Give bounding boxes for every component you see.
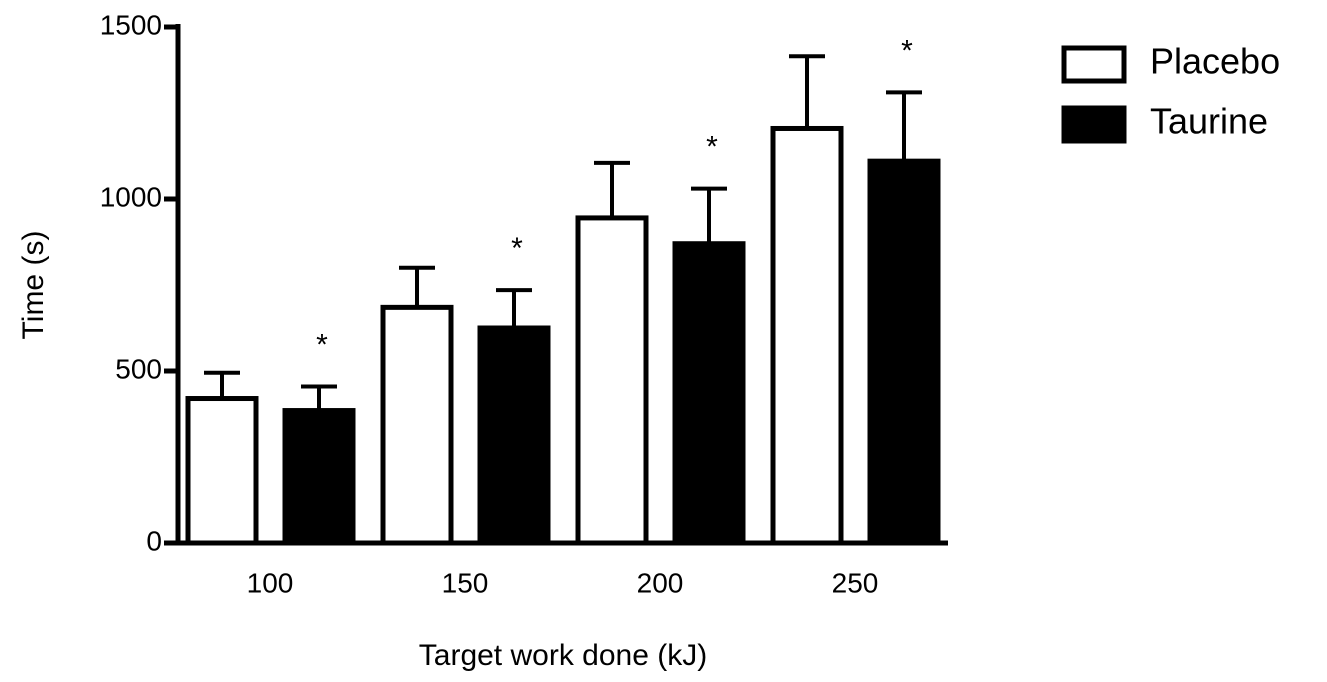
y-tick-label: 1000 bbox=[100, 181, 162, 212]
y-tick-label: 1500 bbox=[100, 9, 162, 40]
x-axis-label: Target work done (kJ) bbox=[419, 639, 707, 672]
bar bbox=[477, 325, 551, 546]
bar bbox=[282, 408, 356, 546]
bar bbox=[380, 304, 454, 546]
x-tick-label: 100 bbox=[247, 567, 294, 598]
bar bbox=[770, 125, 844, 546]
legend-swatch bbox=[1061, 45, 1127, 84]
bar bbox=[575, 215, 649, 546]
significance-marker: * bbox=[901, 34, 913, 67]
significance-marker: * bbox=[316, 328, 328, 361]
y-tick-label: 0 bbox=[146, 525, 162, 556]
bar bbox=[867, 158, 941, 546]
x-tick-label: 200 bbox=[637, 567, 684, 598]
x-tick-label: 150 bbox=[442, 567, 489, 598]
legend-label: Taurine bbox=[1150, 101, 1268, 142]
legend-label: Placebo bbox=[1150, 41, 1280, 82]
bar bbox=[185, 396, 259, 546]
significance-marker: * bbox=[511, 232, 523, 265]
significance-marker: * bbox=[706, 131, 718, 164]
y-axis-label: Time (s) bbox=[17, 231, 50, 340]
legend-swatch bbox=[1061, 105, 1127, 144]
bar bbox=[672, 241, 746, 546]
y-tick-label: 500 bbox=[115, 353, 162, 384]
x-tick-label: 250 bbox=[832, 567, 879, 598]
